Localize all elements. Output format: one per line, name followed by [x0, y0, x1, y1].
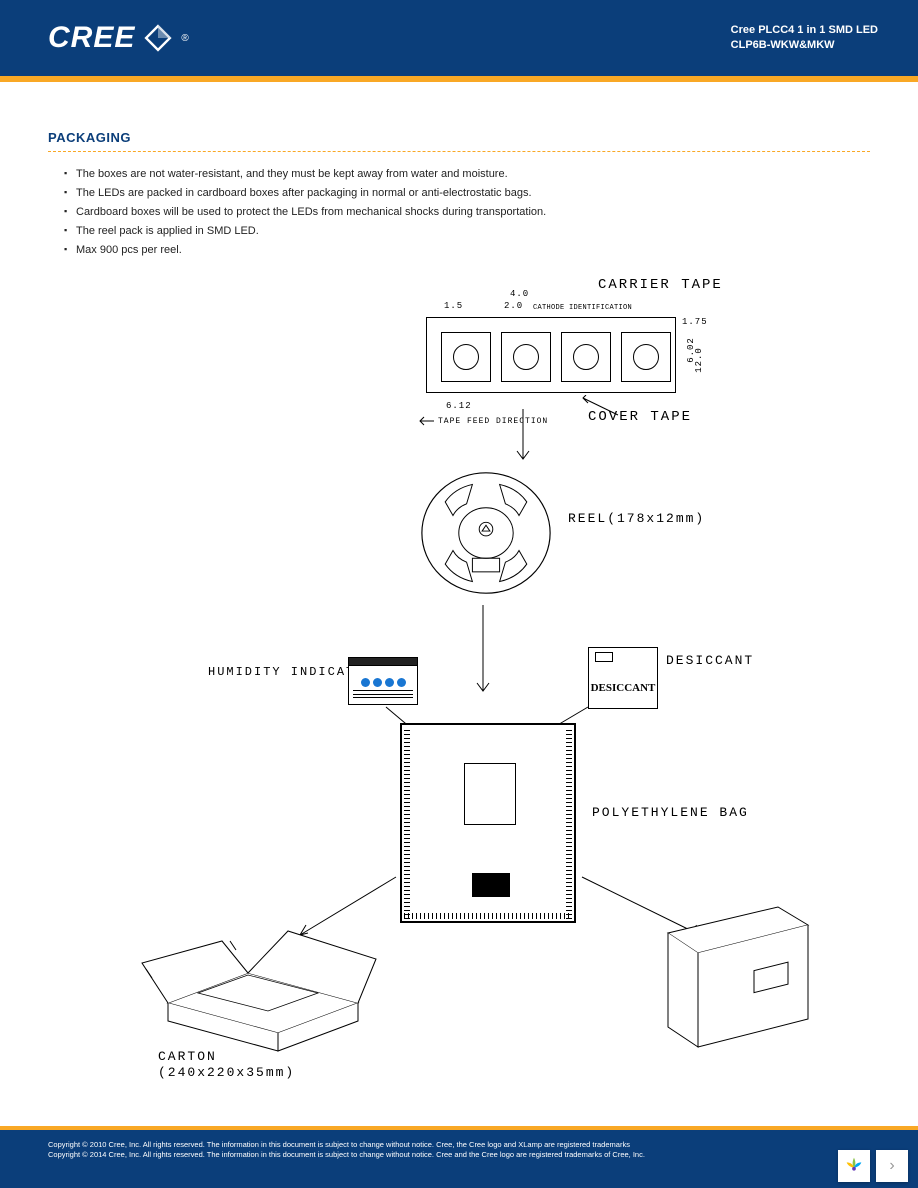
bullet-item: The reel pack is applied in SMD LED.: [64, 223, 870, 240]
header-bar: CREE ® Cree PLCC4 1 in 1 SMD LED CLP6B-W…: [0, 0, 918, 76]
desiccant-label: DESICCANT: [666, 653, 754, 668]
bullet-item: Max 900 pcs per reel.: [64, 242, 870, 259]
carton-label-1: CARTON: [158, 1049, 217, 1064]
section-title: PACKAGING: [48, 130, 870, 145]
dim-4-0: 4.0: [510, 289, 529, 299]
cree-diamond-icon: [141, 21, 175, 55]
bullet-item: The LEDs are packed in cardboard boxes a…: [64, 185, 870, 202]
carrier-tape-label: CARRIER TAPE: [598, 277, 723, 293]
desiccant-box-text: DESICCANT: [589, 682, 657, 694]
header-product-info: Cree PLCC4 1 in 1 SMD LED CLP6B-WKW&MKW: [731, 23, 878, 54]
polybag-label: POLYETHYLENE BAG: [592, 805, 749, 820]
feed-arrow-icon: [418, 415, 436, 427]
polyethylene-bag: [400, 723, 576, 923]
copyright-1: Copyright © 2010 Cree, Inc. All rights r…: [48, 1140, 870, 1150]
humidity-box: [348, 657, 418, 705]
reel-drawing: [418, 465, 554, 601]
dim-6-12: 6.12: [446, 401, 472, 411]
cathode-id-label: CATHODE IDENTIFICATION: [533, 304, 632, 312]
dim-1-75: 1.75: [682, 317, 708, 327]
bullet-item: The boxes are not water-resistant, and t…: [64, 166, 870, 183]
logo: CREE ®: [48, 21, 189, 55]
bullet-list: The boxes are not water-resistant, and t…: [48, 166, 870, 259]
logo-registered: ®: [181, 33, 188, 44]
page-content: PACKAGING The boxes are not water-resist…: [0, 82, 918, 1057]
product-title-2: CLP6B-WKW&MKW: [731, 38, 878, 53]
footer-bar: Copyright © 2010 Cree, Inc. All rights r…: [0, 1130, 918, 1188]
inner-box-drawing: [648, 897, 828, 1057]
dim-6-02: 6.02: [686, 337, 696, 363]
bullet-item: Cardboard boxes will be used to protect …: [64, 204, 870, 221]
dim-2-0: 2.0: [504, 301, 523, 311]
carton-label-2: (240x220x35mm): [158, 1065, 295, 1080]
page-controls: ›: [838, 1150, 908, 1182]
viewer-logo-icon: [843, 1155, 865, 1177]
packaging-diagram: CARRIER TAPE 1.5 2.0 4.0 1.75 12.0 6.12 …: [48, 277, 870, 1057]
arrow-tape-reel: [508, 407, 538, 467]
viewer-logo-button[interactable]: [838, 1150, 870, 1182]
desiccant-box: DESICCANT: [588, 647, 658, 709]
cover-tape-arrow: [578, 395, 638, 419]
logo-text: CREE: [48, 21, 135, 55]
reel-label: REEL(178x12mm): [568, 511, 705, 526]
dim-1-5: 1.5: [444, 301, 463, 311]
next-page-button[interactable]: ›: [876, 1150, 908, 1182]
chevron-right-icon: ›: [889, 1157, 894, 1175]
carton-drawing: [128, 903, 388, 1053]
section-divider: [48, 151, 870, 152]
arrow-reel-bag: [468, 603, 498, 699]
carton-label: CARTON (240x220x35mm): [158, 1049, 295, 1080]
tape-assembly: [426, 317, 676, 393]
copyright-2: Copyright © 2014 Cree, Inc. All rights r…: [48, 1150, 870, 1160]
product-title-1: Cree PLCC4 1 in 1 SMD LED: [731, 23, 878, 38]
